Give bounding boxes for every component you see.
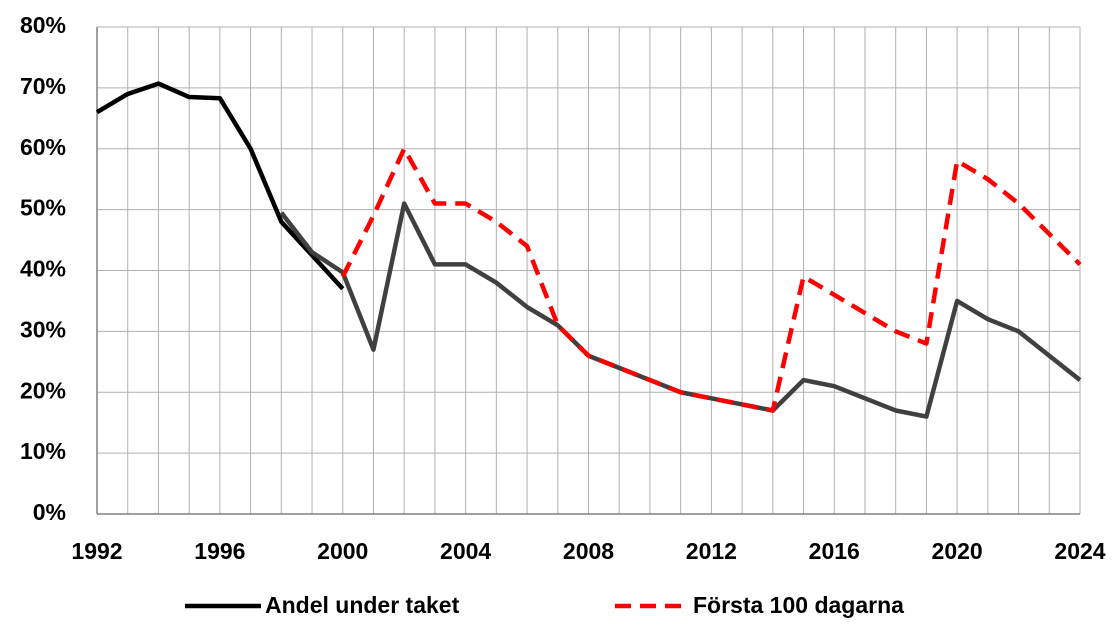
y-tick-label: 0% (33, 499, 66, 525)
y-tick-label: 60% (20, 134, 66, 160)
x-tick-label: 2000 (317, 538, 368, 564)
y-tick-label: 70% (20, 73, 66, 99)
y-tick-label: 30% (20, 316, 66, 342)
x-tick-label: 2016 (809, 538, 860, 564)
x-tick-label: 2008 (563, 538, 614, 564)
series-line (340, 146, 1082, 413)
y-tick-label: 20% (20, 377, 66, 403)
legend-label: Andel under taket (265, 592, 460, 618)
x-tick-label: 2024 (1054, 538, 1105, 564)
y-tick-label: 50% (20, 195, 66, 221)
y-tick-label: 80% (20, 12, 66, 38)
x-tick-label: 1992 (71, 538, 122, 564)
x-tick-label: 1996 (194, 538, 245, 564)
x-tick-label: 2004 (440, 538, 491, 564)
legend-label: Första 100 dagarna (693, 592, 904, 618)
series-line (95, 81, 345, 291)
y-tick-label: 10% (20, 438, 66, 464)
y-tick-label: 40% (20, 256, 66, 282)
x-tick-label: 2012 (686, 538, 737, 564)
x-tick-label: 2020 (932, 538, 983, 564)
